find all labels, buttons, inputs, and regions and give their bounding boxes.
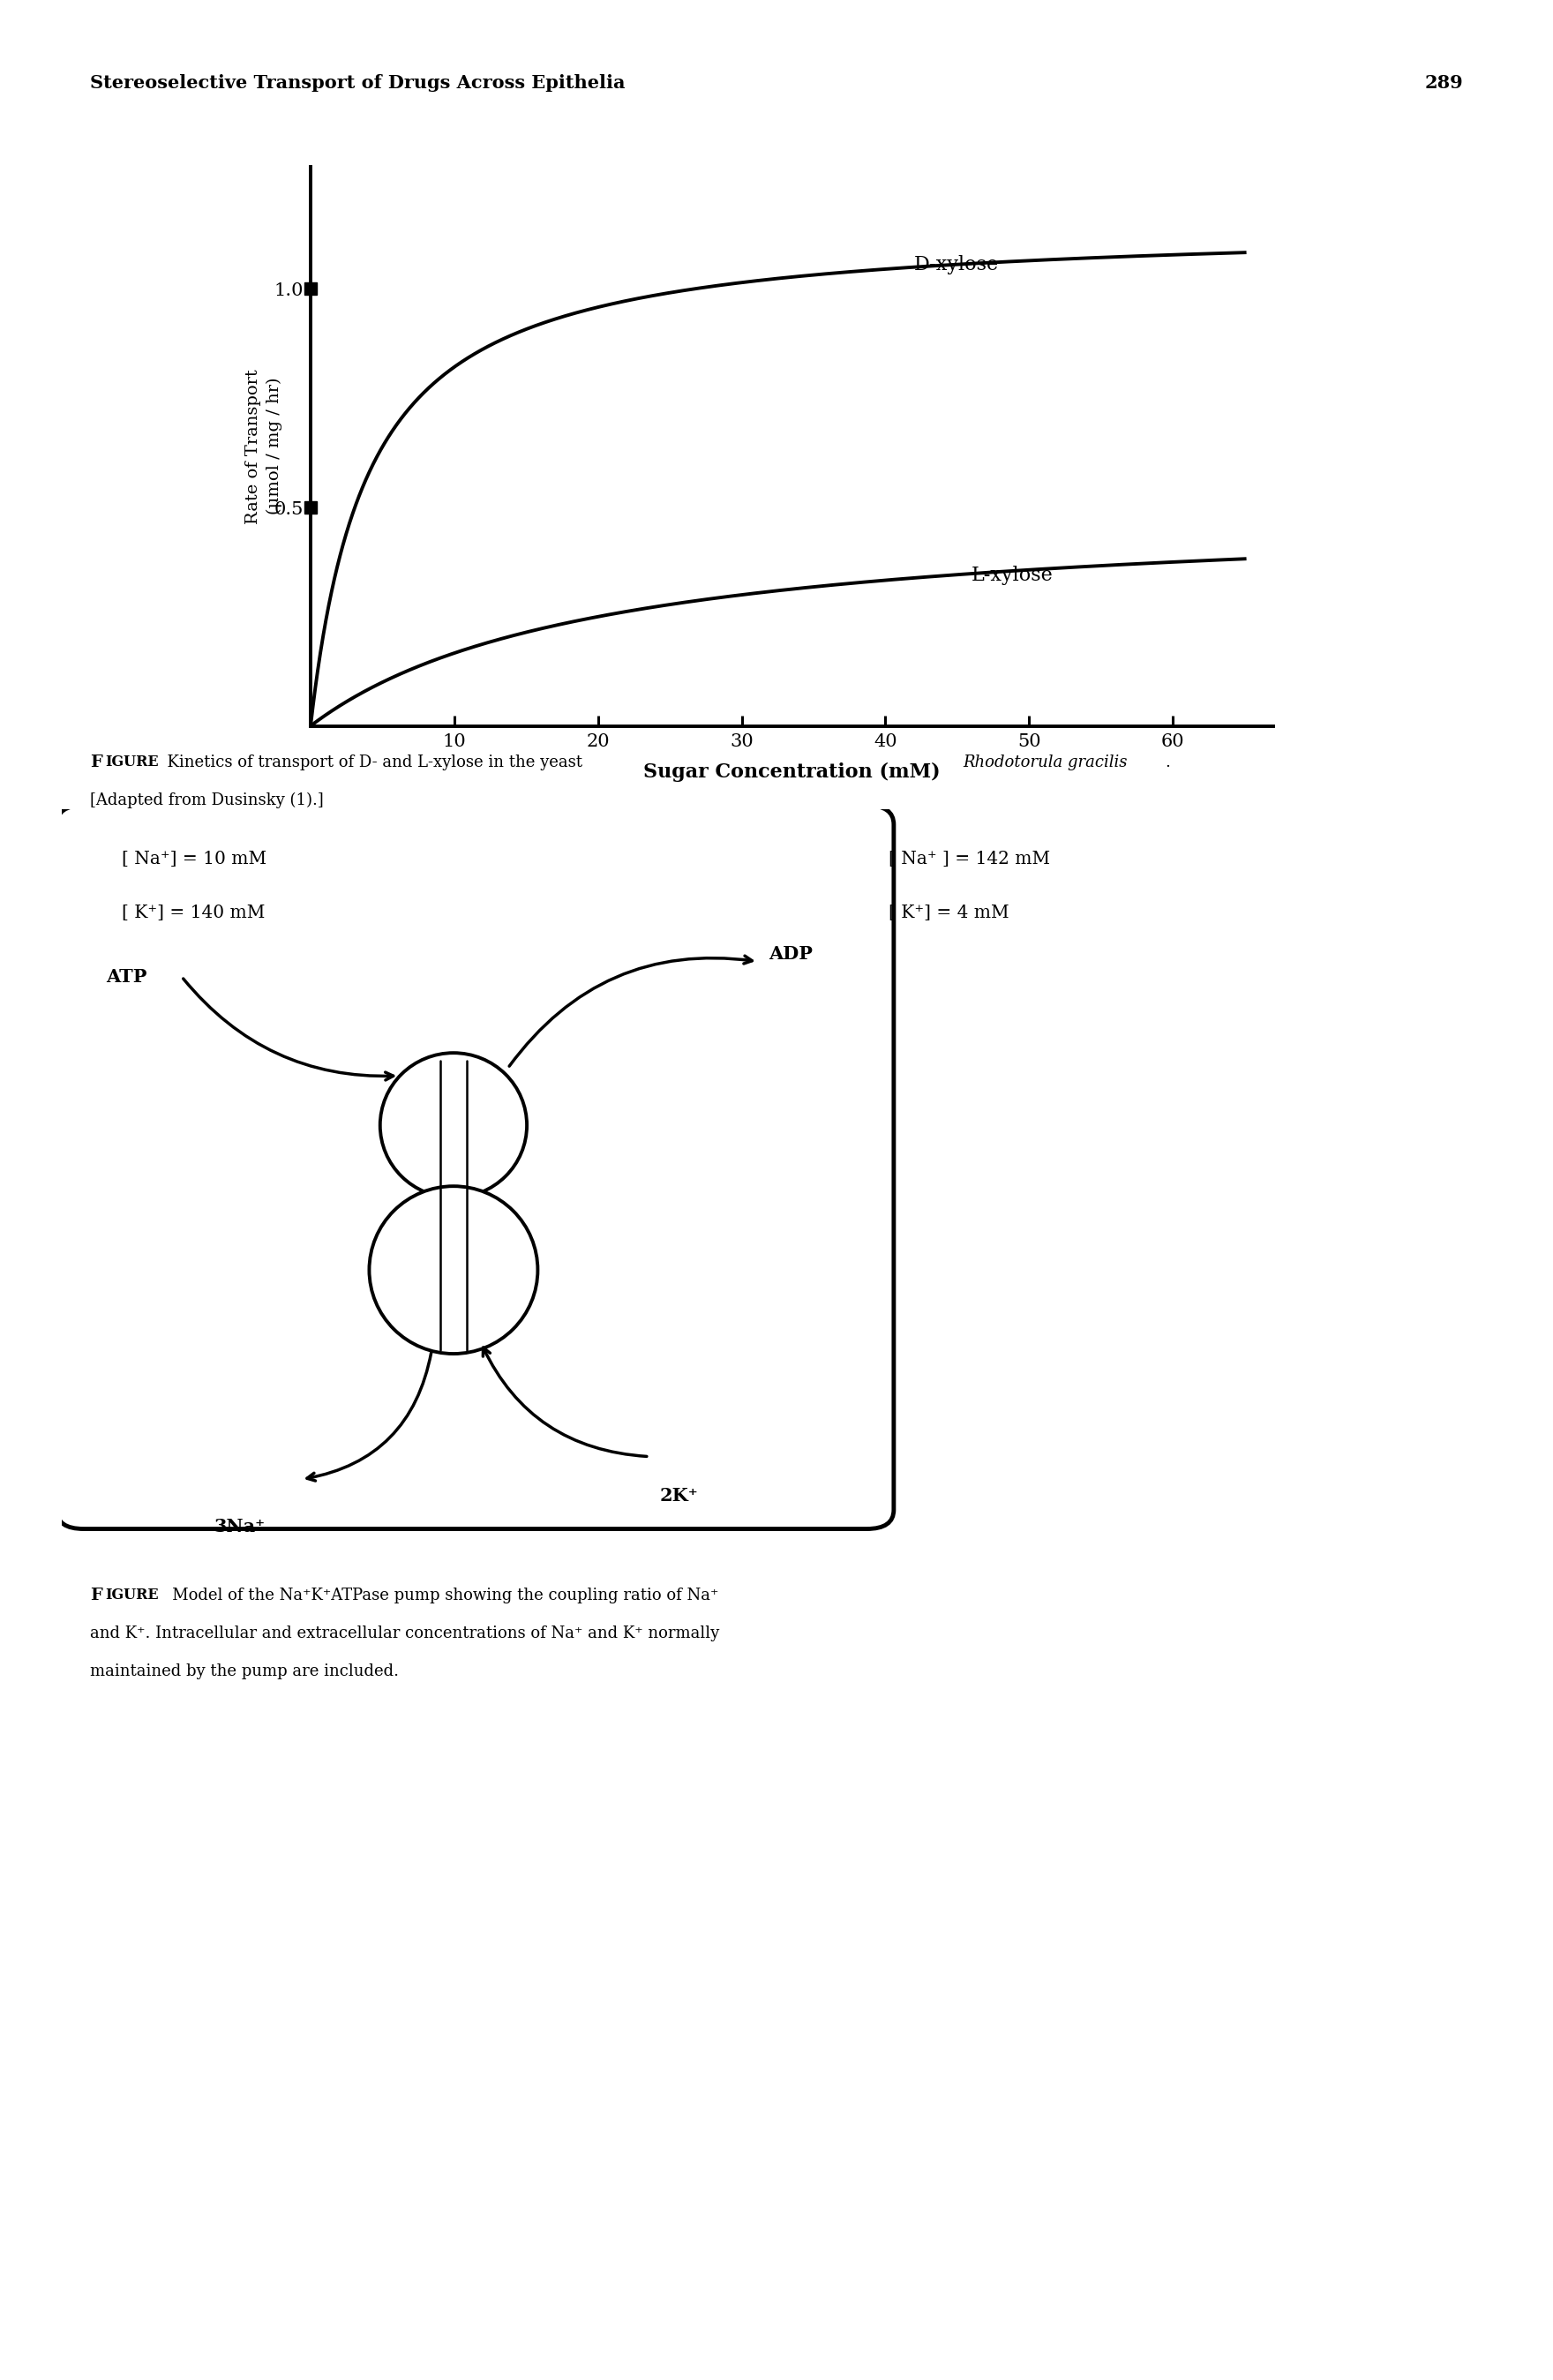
Text: [ Na⁺ ] = 142 mM: [ Na⁺ ] = 142 mM: [888, 852, 1050, 869]
Text: [Adapted from Dusinsky (1).]: [Adapted from Dusinsky (1).]: [90, 793, 323, 809]
Text: ATP: ATP: [106, 969, 146, 985]
Ellipse shape: [370, 1185, 537, 1354]
Text: and K⁺. Intracellular and extracellular concentrations of Na⁺ and K⁺ normally: and K⁺. Intracellular and extracellular …: [90, 1626, 719, 1642]
Text: Model of the Na⁺K⁺ATPase pump showing the coupling ratio of Na⁺: Model of the Na⁺K⁺ATPase pump showing th…: [157, 1587, 719, 1604]
Ellipse shape: [380, 1052, 526, 1197]
Text: D-xylose: D-xylose: [915, 255, 999, 274]
Text: [ Na⁺] = 10 mM: [ Na⁺] = 10 mM: [123, 852, 267, 869]
Text: F: F: [90, 1587, 102, 1604]
Text: F: F: [90, 754, 102, 771]
Text: maintained by the pump are included.: maintained by the pump are included.: [90, 1664, 399, 1680]
Y-axis label: Rate of Transport
(μmol / mg / hr): Rate of Transport (μmol / mg / hr): [245, 369, 283, 524]
Text: Kinetics of transport of D- and L-xylose in the yeast: Kinetics of transport of D- and L-xylose…: [157, 754, 587, 771]
Text: Rhodotorula gracilis: Rhodotorula gracilis: [963, 754, 1127, 771]
Text: ADP: ADP: [769, 945, 812, 964]
Text: 289: 289: [1424, 74, 1463, 90]
Text: IGURE: IGURE: [106, 1587, 158, 1602]
Text: L-xylose: L-xylose: [972, 566, 1053, 585]
Text: Stereoselective Transport of Drugs Across Epithelia: Stereoselective Transport of Drugs Acros…: [90, 74, 626, 90]
Text: 3Na⁺: 3Na⁺: [214, 1518, 266, 1535]
Text: IGURE: IGURE: [106, 754, 158, 769]
Text: [ K⁺] = 4 mM: [ K⁺] = 4 mM: [888, 904, 1009, 921]
Text: [ K⁺] = 140 mM: [ K⁺] = 140 mM: [123, 904, 266, 921]
Text: .: .: [1165, 754, 1169, 771]
FancyBboxPatch shape: [57, 804, 895, 1528]
X-axis label: Sugar Concentration (mM): Sugar Concentration (mM): [643, 762, 941, 781]
Text: 2K⁺: 2K⁺: [660, 1488, 699, 1504]
